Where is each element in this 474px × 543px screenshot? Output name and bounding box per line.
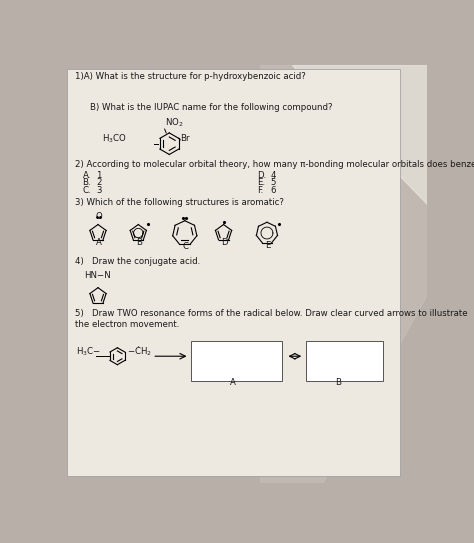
- Text: C: C: [182, 242, 189, 251]
- Text: E.: E.: [257, 178, 265, 187]
- Text: 4)   Draw the conjugate acid.: 4) Draw the conjugate acid.: [75, 257, 200, 266]
- Text: D: D: [221, 238, 228, 248]
- Bar: [306, 341, 383, 381]
- Text: 1: 1: [96, 171, 102, 180]
- Text: A: A: [96, 238, 101, 248]
- Text: 3) Which of the following structures is aromatic?: 3) Which of the following structures is …: [75, 198, 283, 207]
- Text: F.: F.: [257, 186, 263, 195]
- Text: HN−N: HN−N: [84, 270, 111, 280]
- Text: A.: A.: [82, 171, 91, 180]
- Text: 5)   Draw TWO resonance forms of the radical below. Draw clear curved arrows to : 5) Draw TWO resonance forms of the radic…: [75, 310, 467, 329]
- Polygon shape: [261, 65, 427, 483]
- Text: H$_3$CO: H$_3$CO: [102, 132, 127, 145]
- Text: 4: 4: [271, 171, 276, 180]
- Text: 3: 3: [96, 186, 102, 195]
- Polygon shape: [292, 65, 427, 204]
- Text: E: E: [264, 241, 270, 250]
- Text: 5: 5: [271, 178, 276, 187]
- Text: D.: D.: [257, 171, 266, 180]
- Text: A: A: [230, 378, 236, 387]
- Text: B: B: [136, 238, 142, 248]
- Text: C.: C.: [82, 186, 91, 195]
- Text: 6: 6: [271, 186, 276, 195]
- Text: H$_3$C−: H$_3$C−: [76, 346, 101, 358]
- Text: B) What is the IUPAC name for the following compound?: B) What is the IUPAC name for the follow…: [90, 103, 333, 112]
- Text: 1)A) What is the structure for p-hydroxybenzoic acid?: 1)A) What is the structure for p-hydroxy…: [75, 72, 306, 81]
- Text: O: O: [96, 212, 102, 221]
- Text: −ĊH$_2$: −ĊH$_2$: [127, 345, 152, 358]
- Text: B: B: [335, 378, 341, 387]
- Bar: [191, 341, 283, 381]
- Text: NO$_2$: NO$_2$: [165, 117, 184, 129]
- Text: B.: B.: [82, 178, 91, 187]
- Text: 2: 2: [96, 178, 102, 187]
- Text: 2) According to molecular orbital theory, how many π-bonding molecular orbitals : 2) According to molecular orbital theory…: [75, 160, 474, 169]
- Text: Br: Br: [180, 134, 190, 143]
